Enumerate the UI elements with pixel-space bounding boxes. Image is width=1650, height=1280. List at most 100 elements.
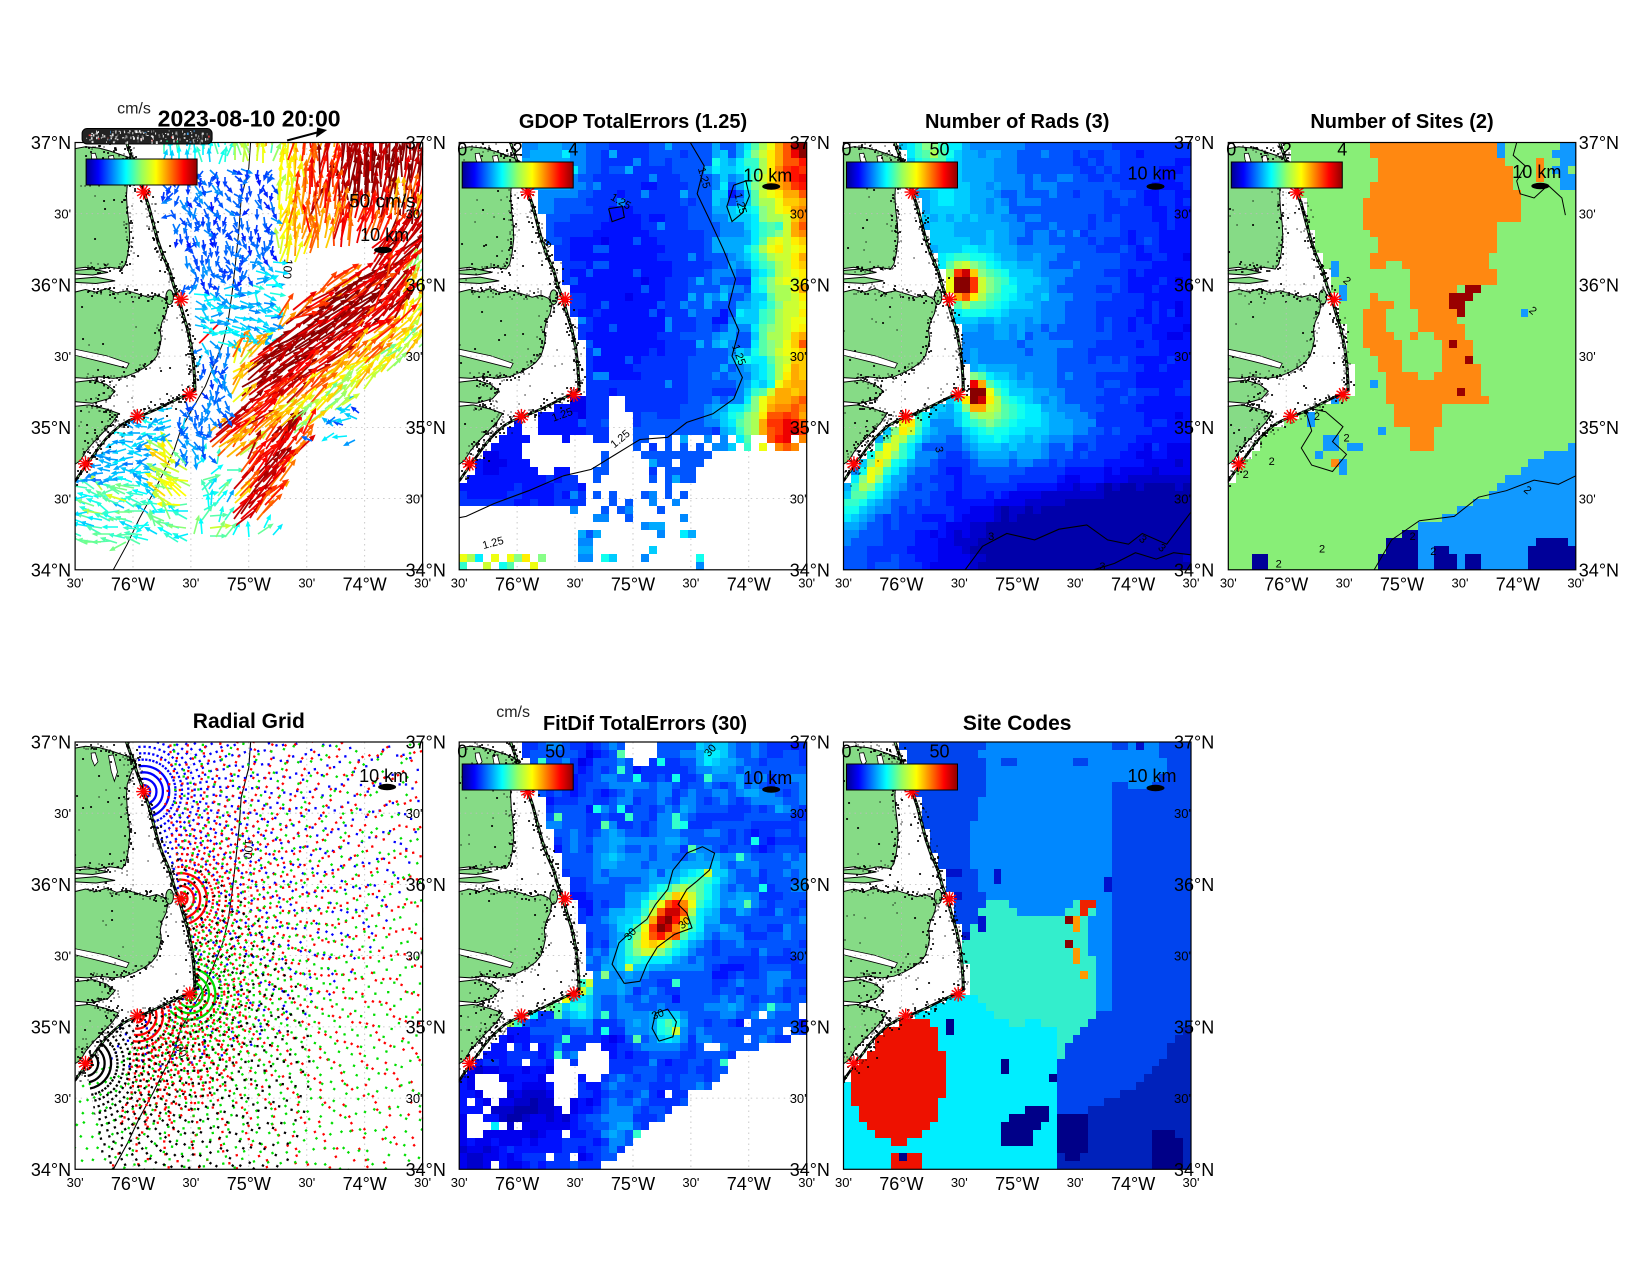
svg-text:34°N: 34°N xyxy=(406,1160,446,1180)
svg-text:35°N: 35°N xyxy=(31,418,71,438)
svg-text:3: 3 xyxy=(988,531,994,543)
svg-text:30': 30' xyxy=(298,575,315,590)
svg-text:30': 30' xyxy=(835,575,852,590)
svg-text:2: 2 xyxy=(1276,559,1282,571)
svg-text:Radial Grid: Radial Grid xyxy=(193,710,305,733)
svg-text:34°N: 34°N xyxy=(790,1160,830,1180)
svg-text:cm/s: cm/s xyxy=(496,704,530,721)
svg-text:35°N: 35°N xyxy=(1174,418,1214,438)
svg-text:30': 30' xyxy=(1579,206,1596,221)
svg-text:30': 30' xyxy=(1174,1091,1191,1106)
svg-text:10 km: 10 km xyxy=(1128,164,1177,184)
svg-text:30': 30' xyxy=(1174,806,1191,821)
svg-text:Site Codes: Site Codes xyxy=(963,712,1072,735)
svg-text:30': 30' xyxy=(1067,1175,1084,1190)
svg-text:74°W: 74°W xyxy=(1111,574,1155,594)
svg-text:37°N: 37°N xyxy=(1579,133,1619,153)
svg-text:2: 2 xyxy=(1243,469,1249,481)
svg-text:FitDif TotalErrors (30): FitDif TotalErrors (30) xyxy=(543,713,747,735)
svg-text:36°N: 36°N xyxy=(790,275,830,295)
svg-text:74°W: 74°W xyxy=(727,574,771,594)
svg-text:35°N: 35°N xyxy=(1579,418,1619,438)
svg-text:10 km: 10 km xyxy=(360,225,409,245)
svg-text:34°N: 34°N xyxy=(31,1160,71,1180)
svg-text:30': 30' xyxy=(790,349,807,364)
svg-text:35°N: 35°N xyxy=(406,1017,446,1037)
svg-text:30': 30' xyxy=(406,1091,423,1106)
svg-text:30': 30' xyxy=(1183,575,1200,590)
svg-text:37°N: 37°N xyxy=(790,733,830,753)
svg-text:3: 3 xyxy=(932,446,945,454)
svg-text:75°W: 75°W xyxy=(1380,574,1424,594)
svg-text:30': 30' xyxy=(406,491,423,506)
svg-text:30': 30' xyxy=(182,1175,199,1190)
svg-text:cm/s: cm/s xyxy=(117,101,151,118)
svg-text:30': 30' xyxy=(1067,575,1084,590)
svg-text:76°W: 76°W xyxy=(879,574,923,594)
svg-text:30': 30' xyxy=(1336,575,1353,590)
svg-text:30': 30' xyxy=(451,575,468,590)
svg-text:37°N: 37°N xyxy=(406,133,446,153)
svg-text:76°W: 76°W xyxy=(495,574,539,594)
svg-text:30': 30' xyxy=(682,575,699,590)
svg-text:36°N: 36°N xyxy=(406,275,446,295)
svg-text:30': 30' xyxy=(406,349,423,364)
svg-text:30': 30' xyxy=(451,1175,468,1190)
svg-text:3: 3 xyxy=(1099,561,1105,573)
svg-text:0: 0 xyxy=(841,742,851,762)
svg-text:30': 30' xyxy=(298,1175,315,1190)
svg-text:37°N: 37°N xyxy=(1174,733,1214,753)
svg-text:GDOP TotalErrors (1.25): GDOP TotalErrors (1.25) xyxy=(519,111,747,133)
svg-text:34°N: 34°N xyxy=(31,560,71,580)
svg-text:50 cm/s: 50 cm/s xyxy=(349,192,416,213)
svg-text:37°N: 37°N xyxy=(790,133,830,153)
svg-text:30': 30' xyxy=(790,206,807,221)
svg-text:76°W: 76°W xyxy=(111,574,155,594)
svg-text:36°N: 36°N xyxy=(31,875,71,895)
svg-text:10 km: 10 km xyxy=(743,768,792,788)
svg-text:30': 30' xyxy=(1579,491,1596,506)
svg-text:50: 50 xyxy=(929,140,949,160)
svg-text:35°N: 35°N xyxy=(1174,1017,1214,1037)
svg-text:34°N: 34°N xyxy=(1174,1160,1214,1180)
svg-text:1.25: 1.25 xyxy=(481,535,505,552)
svg-text:75°W: 75°W xyxy=(227,574,271,594)
svg-text:30': 30' xyxy=(1567,575,1584,590)
svg-text:10 km: 10 km xyxy=(1128,766,1177,786)
svg-text:30': 30' xyxy=(567,1175,584,1190)
svg-text:30': 30' xyxy=(790,806,807,821)
svg-text:0: 0 xyxy=(457,742,467,762)
svg-text:0: 0 xyxy=(457,140,467,160)
svg-text:36°N: 36°N xyxy=(406,875,446,895)
svg-text:30': 30' xyxy=(567,575,584,590)
svg-text:30': 30' xyxy=(1174,349,1191,364)
svg-text:30': 30' xyxy=(54,806,71,821)
svg-text:74°W: 74°W xyxy=(1496,574,1540,594)
svg-text:1.25: 1.25 xyxy=(732,192,749,216)
svg-text:34°N: 34°N xyxy=(1579,560,1619,580)
svg-text:30': 30' xyxy=(790,1091,807,1106)
svg-text:76°W: 76°W xyxy=(1264,574,1308,594)
svg-text:30': 30' xyxy=(1174,948,1191,963)
svg-text:37°N: 37°N xyxy=(1174,133,1214,153)
svg-text:0: 0 xyxy=(841,140,851,160)
svg-text:76°W: 76°W xyxy=(495,1174,539,1194)
svg-text:30': 30' xyxy=(1579,349,1596,364)
svg-text:2: 2 xyxy=(1314,411,1320,423)
svg-text:30': 30' xyxy=(54,948,71,963)
svg-text:35°N: 35°N xyxy=(406,418,446,438)
svg-text:75°W: 75°W xyxy=(611,574,655,594)
svg-text:2: 2 xyxy=(1343,433,1349,445)
svg-text:30': 30' xyxy=(54,349,71,364)
svg-text:Number of Rads (3): Number of Rads (3) xyxy=(925,111,1109,133)
svg-text:30': 30' xyxy=(951,1175,968,1190)
svg-text:50: 50 xyxy=(929,742,949,762)
svg-text:30': 30' xyxy=(54,206,71,221)
svg-text:30': 30' xyxy=(790,491,807,506)
svg-text:30': 30' xyxy=(790,948,807,963)
svg-text:10 km: 10 km xyxy=(743,166,792,186)
svg-text:30': 30' xyxy=(54,491,71,506)
svg-text:30': 30' xyxy=(414,575,431,590)
svg-text:30: 30 xyxy=(650,1007,666,1022)
svg-text:30': 30' xyxy=(835,1175,852,1190)
